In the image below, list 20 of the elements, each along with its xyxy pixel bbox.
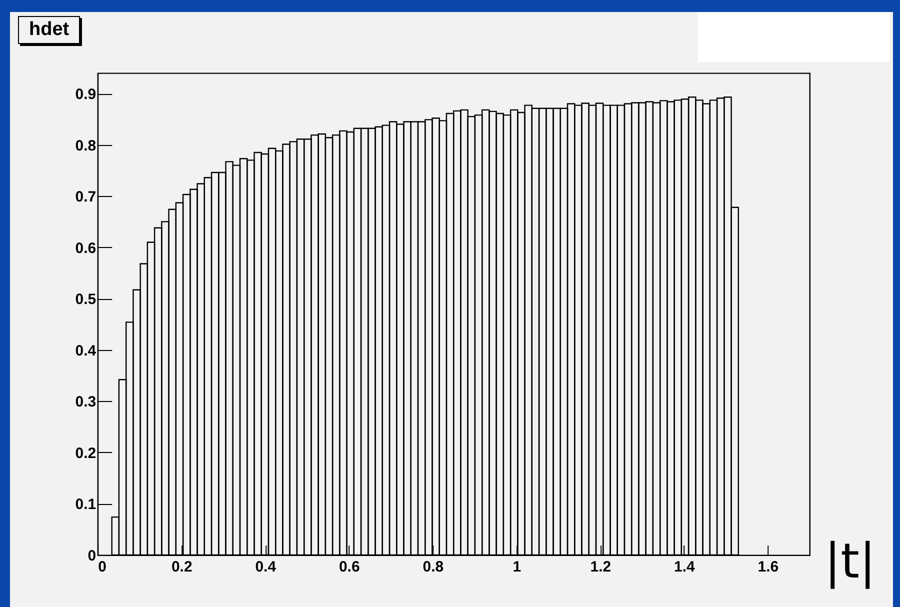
- y-tick-label: 0.3: [75, 394, 96, 411]
- x-tick-label: 1.2: [590, 558, 612, 576]
- chart-title: hdet: [18, 16, 80, 44]
- x-tick-label: 1.4: [674, 558, 696, 576]
- x-axis-title: |t|: [824, 534, 876, 590]
- x-tick-label: 0.6: [338, 558, 360, 576]
- y-tick-label: 0.7: [75, 188, 96, 206]
- y-tick-label: 0.4: [75, 342, 97, 360]
- y-tick-label: 0.9: [75, 86, 96, 104]
- x-tick-label: 0.2: [171, 558, 192, 576]
- y-tick-label: 0.6: [75, 240, 96, 257]
- x-tick-label: 1.6: [758, 558, 779, 576]
- x-tick-label: 1: [512, 558, 522, 576]
- y-tick-label: 0: [88, 548, 96, 564]
- y-tick-label: 0.2: [75, 444, 96, 462]
- y-tick-label: 0.5: [75, 291, 96, 308]
- y-tick-label: 0.8: [75, 137, 96, 154]
- y-tick-label: 0.1: [75, 496, 96, 514]
- x-tick-label: 0.8: [422, 558, 444, 576]
- x-tick-label: 0.4: [255, 558, 277, 576]
